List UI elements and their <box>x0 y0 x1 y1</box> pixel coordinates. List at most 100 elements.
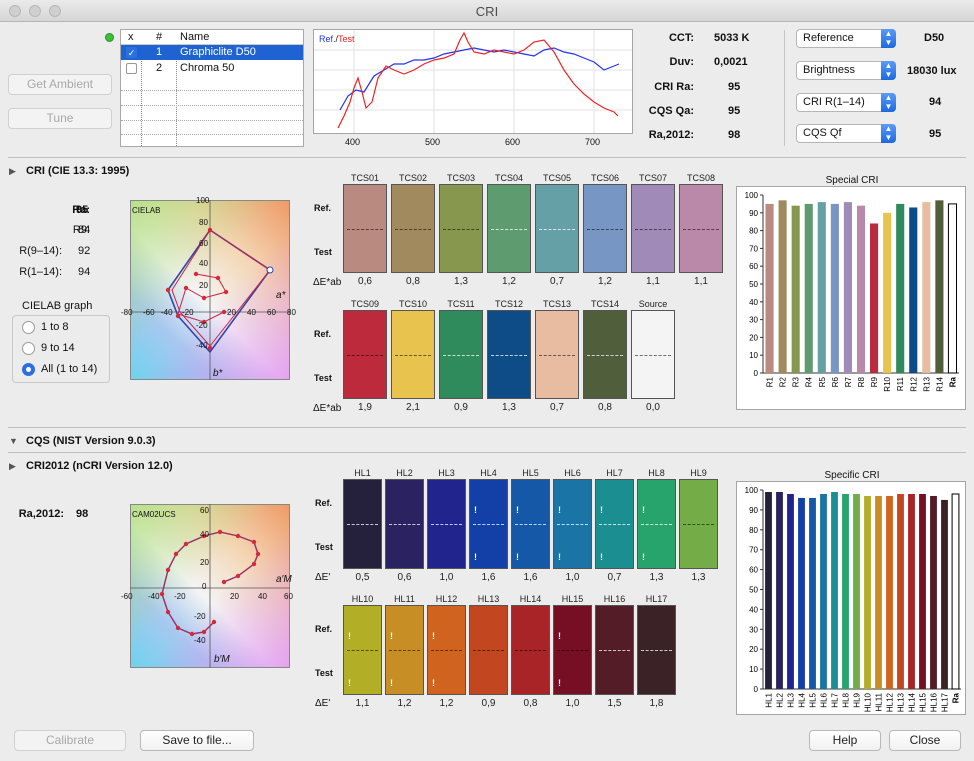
swatch-divider <box>598 524 631 525</box>
row-checkbox[interactable] <box>126 63 137 74</box>
warning-mark-icon: ! <box>558 552 561 563</box>
delta-value: 0,9 <box>481 698 496 709</box>
warning-mark-icon: ! <box>474 552 477 563</box>
ra2012-label: Ra,2012: <box>648 129 694 141</box>
special-cri-svg: 0 10 20 30 40 50 60 70 80 90 100 R1 R2 R3 R4 R5 R6 R7 R8 R9… <box>745 191 959 392</box>
table-row[interactable]: 2 Chroma 50 <box>121 61 303 76</box>
delta-value: 1,0 <box>439 572 454 583</box>
delta-value: 0,6 <box>358 276 372 287</box>
cqs-section-header[interactable]: CQS (NIST Version 9.0.3) <box>26 435 156 447</box>
x-tick-label: R2 <box>779 376 788 387</box>
y-tick-label: 50 <box>749 280 758 289</box>
cri2012-section-header[interactable]: CRI2012 (nCRI Version 12.0) <box>26 460 173 472</box>
close-button[interactable]: Close <box>889 730 961 751</box>
minimize-window-icon[interactable] <box>29 5 41 17</box>
swatch-name: HL13 <box>477 594 500 604</box>
color-swatch: !! <box>469 479 508 569</box>
delta-value: 1,3 <box>454 276 468 287</box>
y-tick-label: 70 <box>749 546 758 555</box>
delta-value: 1,2 <box>397 698 412 709</box>
color-swatch <box>535 310 579 399</box>
bar <box>765 203 774 373</box>
graph-option-group <box>12 315 110 383</box>
swatch-name: TCS10 <box>398 299 427 309</box>
cqs-select[interactable]: CQS Qf ▲ ▼ <box>796 124 896 143</box>
swatch-divider <box>443 228 479 230</box>
bar <box>922 202 931 373</box>
cri-range-select[interactable]: CRI R(1–14) ▲ ▼ <box>796 93 896 112</box>
x-tick-label: Ra <box>948 376 957 387</box>
x-tick-label: HL5 <box>809 692 818 707</box>
hl-test-label-2: Test <box>315 668 333 678</box>
swatch-name: TCS13 <box>542 299 571 309</box>
close-window-icon[interactable] <box>9 5 21 17</box>
disclosure-triangle-open-icon[interactable]: ▼ <box>9 436 18 446</box>
bar <box>842 493 849 689</box>
tcs-test-label-2: Test <box>314 373 332 383</box>
spectrum-xaxis: 400 500 600 700 <box>345 137 601 147</box>
x-tick-label: R1 <box>766 376 775 387</box>
disclosure-triangle-icon[interactable]: ▶ <box>9 166 16 176</box>
cqs-qa-label: CQS Qa: <box>648 105 694 117</box>
y-tick-label: 80 <box>749 526 758 535</box>
delta-value: 0,8 <box>598 402 612 413</box>
reference-select[interactable]: Reference ▲ ▼ <box>796 29 896 48</box>
tcs-ref-label: Ref. <box>314 203 332 213</box>
cielab-plot: CIELAB a* b* -80 -60 -40 -20 20 40 60 80… <box>121 196 296 380</box>
radio-all[interactable] <box>22 363 35 376</box>
cri-range-value: 94 <box>929 96 942 108</box>
color-swatch <box>583 310 627 399</box>
swatch-divider <box>443 354 479 356</box>
delta-value: 0,7 <box>550 402 564 413</box>
delta-value: 1,2 <box>502 276 516 287</box>
color-swatch <box>511 605 550 695</box>
color-swatch: !! <box>553 605 592 695</box>
cri-section-header[interactable]: CRI (CIE 13.3: 1995) <box>26 165 130 177</box>
swatch-divider <box>514 650 547 651</box>
x-tick-label: HL1 <box>765 692 774 707</box>
row-checkbox[interactable]: ✓ <box>126 47 137 58</box>
x-tick-label: R10 <box>883 376 892 391</box>
swatch-divider <box>472 524 505 525</box>
delta-value: 0,7 <box>550 276 564 287</box>
y-tick-label: 0 <box>754 685 759 694</box>
delta-value: 0,0 <box>646 402 660 413</box>
bar <box>886 495 893 689</box>
swatch-name: TCS14 <box>590 299 619 309</box>
radio-9-to-14[interactable] <box>22 342 35 355</box>
zoom-window-icon[interactable] <box>49 5 61 17</box>
bar <box>951 493 960 690</box>
swatch-divider <box>395 354 431 356</box>
warning-mark-icon: ! <box>600 504 603 515</box>
window-title: CRI <box>475 4 499 19</box>
bar <box>896 203 905 373</box>
bar <box>787 493 794 689</box>
color-swatch <box>439 184 483 273</box>
delta-value: 1,6 <box>481 572 496 583</box>
table-row[interactable]: ✓ 1 Graphiclite D50 <box>121 45 303 60</box>
warning-mark-icon: ! <box>558 630 561 641</box>
save-to-file-button[interactable]: Save to file... <box>140 730 254 751</box>
x-tick-label: HL7 <box>831 692 840 707</box>
disclosure-triangle-icon-2[interactable]: ▶ <box>9 461 16 471</box>
swatch-name: TCS12 <box>494 299 523 309</box>
calibrate-button[interactable]: Calibrate <box>14 730 126 751</box>
brightness-select[interactable]: Brightness ▲ ▼ <box>796 61 896 80</box>
legend-test: Test <box>338 34 355 44</box>
b-star-axis-label: b* <box>213 368 223 379</box>
x-tick-label: Ra <box>952 692 961 703</box>
color-swatch <box>343 479 382 569</box>
swatch-divider <box>388 524 421 525</box>
tune-button[interactable]: Tune <box>8 108 112 129</box>
warning-mark-icon: ! <box>642 504 645 515</box>
radio-1-to-8[interactable] <box>22 321 35 334</box>
get-ambient-button[interactable]: Get Ambient <box>8 74 112 95</box>
sample-table[interactable]: x # Name ✓ 1 Graphiclite D50 2 Chroma 50 <box>120 29 304 147</box>
delta-value: 1,5 <box>607 698 622 709</box>
help-button[interactable]: Help <box>809 730 881 751</box>
x-tick-label: R6 <box>831 376 840 387</box>
color-swatch <box>487 310 531 399</box>
color-swatch <box>391 310 435 399</box>
bar <box>830 203 839 373</box>
y-tick-label: 10 <box>749 665 758 674</box>
